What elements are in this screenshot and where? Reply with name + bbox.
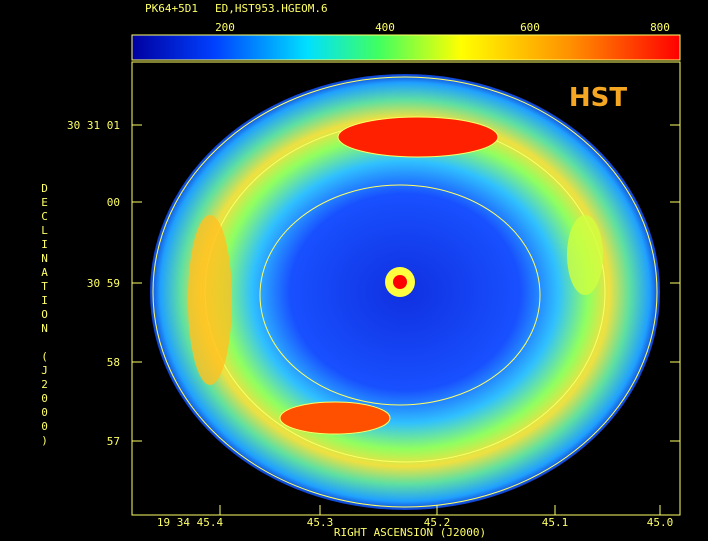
y-axis-title: DECLINATION (J2000) bbox=[38, 182, 51, 448]
colorbar-tick-label: 400 bbox=[375, 21, 395, 34]
header-object: PK64+5D1 bbox=[145, 2, 198, 15]
y-tick-label: 30 59 bbox=[87, 277, 120, 290]
colorbar bbox=[132, 35, 680, 60]
x-tick-label: 19 34 45.4 bbox=[157, 516, 224, 529]
header-file: ED,HST953.HGEOM.6 bbox=[215, 2, 328, 15]
hst-label: HST bbox=[569, 83, 627, 113]
bright-region bbox=[338, 117, 498, 157]
image-plot: PK64+5D1 ED,HST953.HGEOM.6 200400600800 … bbox=[0, 0, 708, 541]
central-star bbox=[393, 275, 407, 289]
y-tick-label: 58 bbox=[107, 356, 120, 369]
x-tick-label: 45.0 bbox=[647, 516, 674, 529]
colorbar-tick-label: 200 bbox=[215, 21, 235, 34]
x-axis-title: RIGHT ASCENSION (J2000) bbox=[334, 526, 486, 539]
y-tick-label: 00 bbox=[107, 196, 120, 209]
screenshot: PK64+5D1 ED,HST953.HGEOM.6 200400600800 … bbox=[0, 0, 708, 541]
bright-region bbox=[280, 402, 390, 434]
y-tick-label: 30 31 01 bbox=[67, 119, 120, 132]
bright-region bbox=[567, 215, 603, 295]
y-tick-label: 57 bbox=[107, 435, 120, 448]
x-tick-label: 45.1 bbox=[542, 516, 569, 529]
colorbar-tick-label: 800 bbox=[650, 21, 670, 34]
x-tick-label: 45.3 bbox=[307, 516, 334, 529]
bright-region bbox=[188, 215, 232, 385]
colorbar-tick-label: 600 bbox=[520, 21, 540, 34]
